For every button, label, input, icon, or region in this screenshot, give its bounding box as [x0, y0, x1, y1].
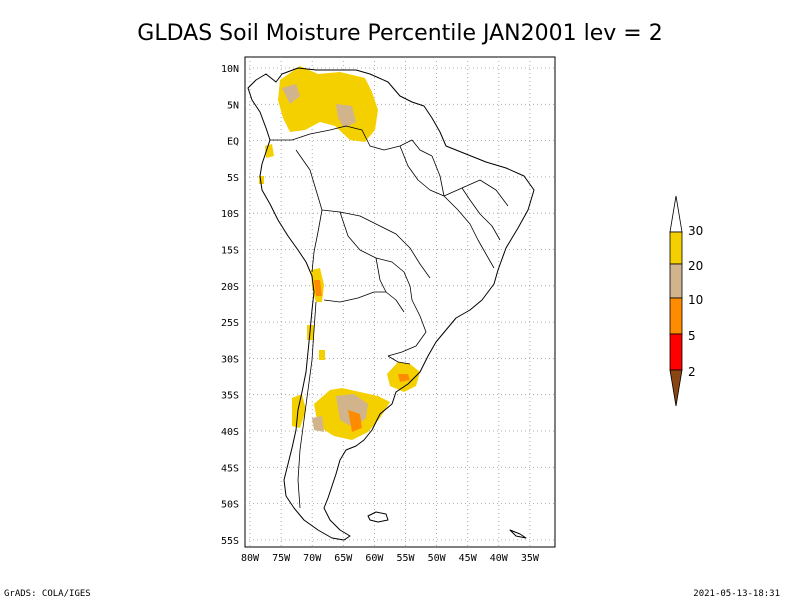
shade-region-chile-south — [292, 394, 306, 428]
latitude-tick-label: 10S — [221, 209, 239, 220]
colorbar-label-2: 2 — [688, 365, 696, 379]
colorbar-label-5: 5 — [688, 329, 696, 343]
colorbar-10-20 — [669, 263, 683, 299]
colorbar-label-30: 30 — [688, 224, 703, 238]
falkland-islands — [367, 511, 389, 523]
latitude-tick-label: 50S — [221, 500, 239, 511]
colorbar-20-30 — [669, 231, 683, 265]
shade-region-pampas-orange — [348, 410, 362, 432]
shade-region-uruguay-dark — [398, 374, 410, 382]
colorbar: 30 20 10 5 2 — [669, 195, 703, 407]
footer-credit: GrADS: COLA/IGES — [4, 589, 91, 599]
colorbar-label-10: 10 — [688, 293, 703, 307]
latitude-tick-label: EQ — [227, 137, 239, 148]
footer-timestamp: 2021-05-13-18:31 — [693, 589, 780, 599]
colorbar-2-5 — [669, 333, 683, 371]
map-title: GLDAS Soil Moisture Percentile JAN2001 l… — [137, 21, 662, 46]
longitude-tick-label: 75W — [272, 553, 291, 564]
latitude-tick-label: 5N — [227, 100, 239, 111]
colorbar-below-2 — [669, 369, 683, 407]
latitude-tick-label: 15S — [221, 246, 239, 257]
shade-region-andes-orange — [314, 280, 322, 296]
longitude-tick-label: 80W — [241, 553, 260, 564]
colorbar-5-10 — [669, 297, 683, 335]
shade-region-north-tan — [282, 84, 356, 128]
latitude-tick-label: 40S — [221, 427, 239, 438]
latitude-tick-label: 25S — [221, 318, 239, 329]
latitude-tick-label: 20S — [221, 282, 239, 293]
longitude-tick-label: 65W — [334, 553, 353, 564]
longitude-labels: 80W 75W 70W 65W 60W 55W 50W 45W 40W 35W — [241, 553, 540, 564]
latitude-tick-label: 10N — [221, 64, 239, 75]
colorbar-above-30 — [669, 195, 683, 233]
latitude-tick-label: 55S — [221, 536, 239, 547]
coastline-south-america — [247, 67, 535, 541]
latitude-tick-label: 35S — [221, 391, 239, 402]
longitude-tick-label: 60W — [365, 553, 384, 564]
shade-region-andes-mid — [307, 325, 325, 360]
latitude-labels: 10N 5N EQ 5S 10S 15S 20S 25S 30S 35S 40S 45S 50S 55S — [221, 64, 239, 547]
map-panel — [244, 56, 556, 548]
country-borders — [270, 125, 509, 509]
latitude-tick-label: 45S — [221, 463, 239, 474]
colorbar-label-20: 20 — [688, 259, 703, 273]
longitude-tick-label: 35W — [521, 553, 540, 564]
longitude-tick-label: 55W — [396, 553, 415, 564]
longitude-tick-label: 40W — [490, 553, 509, 564]
longitude-tick-label: 45W — [459, 553, 478, 564]
longitude-tick-label: 50W — [428, 553, 447, 564]
latitude-tick-label: 5S — [227, 173, 239, 184]
longitude-tick-label: 70W — [303, 553, 322, 564]
south-georgia — [509, 529, 527, 539]
latitude-tick-label: 30S — [221, 354, 239, 365]
percentile-shading — [259, 66, 420, 440]
graticule — [245, 57, 555, 547]
